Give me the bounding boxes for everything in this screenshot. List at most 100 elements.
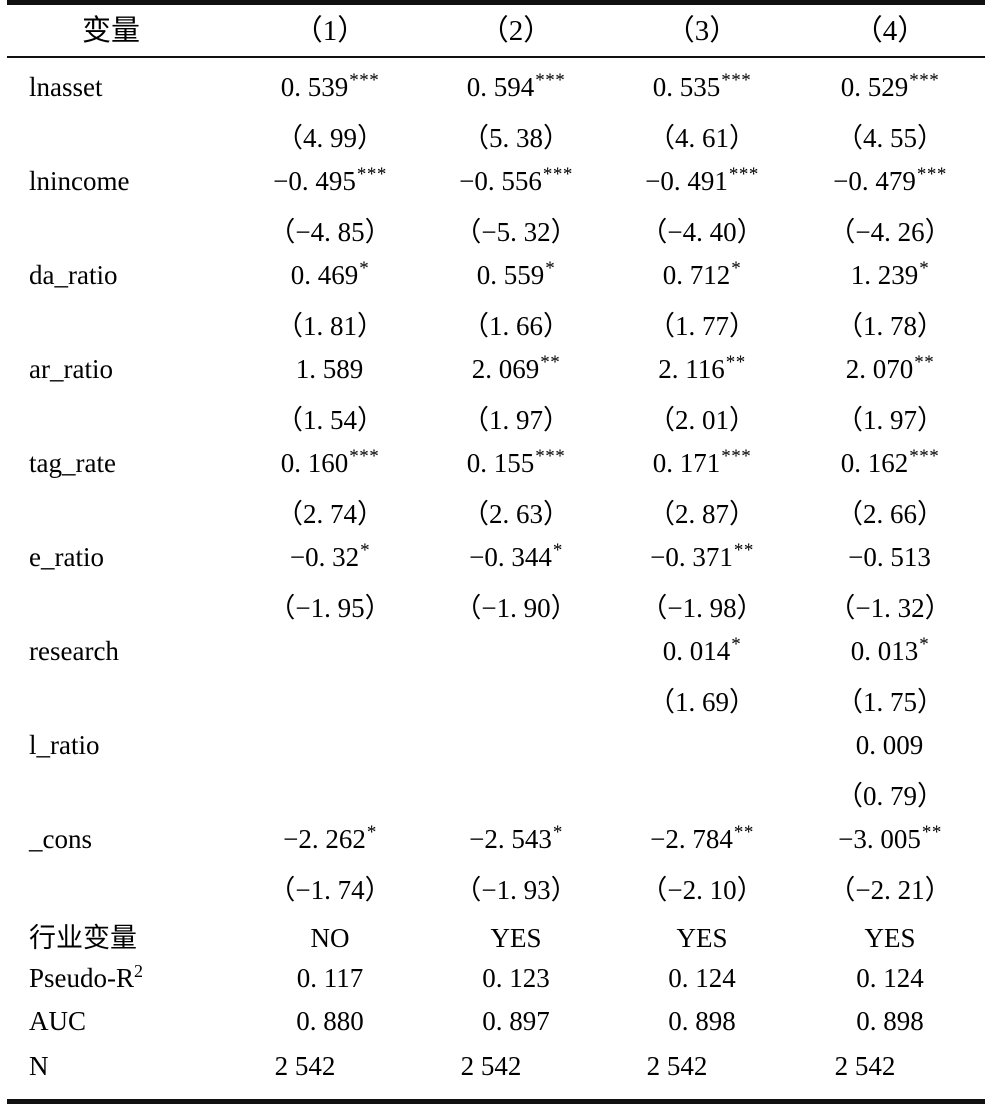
cell-l-ratio-se-c4: （0. 79） — [836, 781, 944, 811]
cell-cons-se-c2: （−1. 93） — [454, 875, 578, 905]
cell-ar-ratio-c1: 1. 589 — [295, 354, 364, 384]
row-label-spacer — [7, 210, 237, 258]
cell-da-ratio-c3: 0. 712* — [662, 258, 742, 290]
table-row-se: （−4. 85） （−5. 32） （−4. 40） （−4. 26） — [7, 210, 985, 258]
table-row: lnincome −0. 495*** −0. 556*** −0. 491**… — [7, 164, 985, 210]
table-row-se: （2. 74） （2. 63） （2. 87） （2. 66） — [7, 492, 985, 540]
header-column-1: （1） — [293, 15, 367, 47]
cell-tag-rate-c3: 0. 171*** — [652, 446, 752, 478]
header-column-4: （4） — [853, 15, 927, 47]
cell-da-ratio-se-c4: （1. 78） — [836, 311, 944, 341]
cell-lnincome-se-c3: （−4. 40） — [640, 217, 764, 247]
cell-cons-c4: −3. 005** — [838, 822, 942, 854]
cell-cons-se-c1: （−1. 74） — [268, 875, 392, 905]
cell-lnincome-se-c1: （−4. 85） — [268, 217, 392, 247]
cell-ar-ratio-c4: 2. 070** — [845, 352, 935, 384]
cell-lnasset-se-c2: （5. 38） — [462, 123, 570, 153]
row-label-spacer — [7, 398, 237, 446]
cell-tag-rate-c2: 0. 155*** — [466, 446, 566, 478]
table-row: e_ratio −0. 32* −0. 344* −0. 371** −0. 5… — [7, 540, 985, 586]
cell-cons-se-c4: （−2. 21） — [828, 875, 952, 905]
table-row: ar_ratio 1. 589 2. 069** 2. 116** 2. 070… — [7, 352, 985, 398]
pseudo-r2-text: Pseudo-R — [29, 963, 135, 993]
row-label-n: N — [29, 1051, 49, 1081]
cell-n-c1: 2 542 — [274, 1051, 336, 1081]
cell-research-c2 — [423, 634, 609, 680]
cell-auc-c3: 0. 898 — [668, 1006, 736, 1036]
cell-l-ratio-c3 — [609, 728, 795, 774]
cell-e-ratio-c2: −0. 344* — [469, 540, 563, 572]
row-label-lnasset: lnasset — [29, 72, 103, 102]
table-row: research 0. 014* 0. 013* — [7, 634, 985, 680]
cell-cons-se-c3: （−2. 10） — [640, 875, 764, 905]
cell-tag-rate-se-c4: （2. 66） — [836, 499, 944, 529]
table-row-auc: AUC 0. 880 0. 897 0. 898 0. 898 — [7, 1006, 985, 1051]
cell-da-ratio-c2: 0. 559* — [476, 258, 556, 290]
table-row-se: （0. 79） — [7, 774, 985, 822]
cell-e-ratio-c3: −0. 371** — [650, 540, 754, 572]
row-label-spacer — [7, 492, 237, 540]
row-label-ar-ratio: ar_ratio — [29, 354, 113, 384]
cell-lnincome-c1: −0. 495*** — [273, 164, 387, 196]
cell-ar-ratio-se-c3: （2. 01） — [648, 405, 756, 435]
cell-da-ratio-se-c2: （1. 66） — [462, 311, 570, 341]
cell-pseudo-r2-c4: 0. 124 — [856, 963, 924, 993]
table-row: l_ratio 0. 009 — [7, 728, 985, 774]
cell-l-ratio-c2 — [423, 728, 609, 774]
cell-lnasset-c4: 0. 529*** — [840, 70, 940, 102]
cell-auc-c1: 0. 880 — [296, 1006, 364, 1036]
table-row: tag_rate 0. 160*** 0. 155*** 0. 171*** 0… — [7, 446, 985, 492]
cell-n-c2: 2 542 — [460, 1051, 522, 1081]
cell-lnincome-c4: −0. 479*** — [833, 164, 947, 196]
pseudo-r2-superscript: 2 — [134, 961, 144, 981]
cell-e-ratio-se-c1: （−1. 95） — [268, 593, 392, 623]
cell-da-ratio-c1: 0. 469* — [290, 258, 370, 290]
cell-e-ratio-se-c3: （−1. 98） — [640, 593, 764, 623]
table-row-se: （−1. 95） （−1. 90） （−1. 98） （−1. 32） — [7, 586, 985, 634]
cell-l-ratio-c4: 0. 009 — [855, 730, 924, 760]
cell-n-c4: 2 542 — [834, 1051, 896, 1081]
cell-research-se-c1 — [237, 680, 423, 728]
cell-lnincome-c2: −0. 556*** — [459, 164, 573, 196]
row-label-industry: 行业变量 — [29, 923, 137, 954]
row-label-spacer — [7, 774, 237, 822]
table-row: da_ratio 0. 469* 0. 559* 0. 712* 1. 239* — [7, 258, 985, 304]
row-label-l-ratio: l_ratio — [29, 730, 100, 760]
table-row-se: （4. 99） （5. 38） （4. 61） （4. 55） — [7, 116, 985, 164]
cell-e-ratio-se-c4: （−1. 32） — [828, 593, 952, 623]
cell-research-se-c2 — [423, 680, 609, 728]
row-label-research: research — [29, 636, 119, 666]
cell-l-ratio-se-c1 — [237, 774, 423, 822]
cell-lnincome-se-c2: （−5. 32） — [454, 217, 578, 247]
cell-da-ratio-se-c3: （1. 77） — [648, 311, 756, 341]
cell-lnasset-se-c3: （4. 61） — [648, 123, 756, 153]
regression-results-table: 变量 （1） （2） （3） （4） lnasset 0. 539*** 0. … — [7, 0, 985, 1104]
cell-e-ratio-se-c2: （−1. 90） — [454, 593, 578, 623]
row-label-spacer — [7, 304, 237, 352]
cell-e-ratio-c1: −0. 32* — [289, 540, 371, 572]
cell-research-c3: 0. 014* — [662, 634, 742, 666]
cell-ar-ratio-se-c1: （1. 54） — [276, 405, 384, 435]
row-label-spacer — [7, 868, 237, 916]
cell-lnasset-c2: 0. 594*** — [466, 70, 566, 102]
row-label-tag-rate: tag_rate — [29, 448, 116, 478]
regression-table-container: 变量 （1） （2） （3） （4） lnasset 0. 539*** 0. … — [7, 2, 985, 1102]
table-row: _cons −2. 262* −2. 543* −2. 784** −3. 00… — [7, 822, 985, 868]
cell-cons-c2: −2. 543* — [469, 822, 563, 854]
row-label-e-ratio: e_ratio — [29, 542, 104, 572]
cell-auc-c2: 0. 897 — [482, 1006, 550, 1036]
header-column-3: （3） — [665, 15, 739, 47]
row-label-pseudo-r2: Pseudo-R2 — [7, 961, 237, 1006]
cell-research-se-c4: （1. 75） — [836, 687, 944, 717]
header-column-2: （2） — [479, 15, 553, 47]
cell-lnasset-c1: 0. 539*** — [280, 70, 380, 102]
row-label-auc: AUC — [29, 1006, 87, 1036]
row-label-spacer — [7, 586, 237, 634]
row-label-lnincome: lnincome — [29, 166, 130, 196]
cell-lnincome-c3: −0. 491*** — [645, 164, 759, 196]
cell-cons-c1: −2. 262* — [283, 822, 377, 854]
table-header-row: 变量 （1） （2） （3） （4） — [7, 2, 985, 57]
cell-tag-rate-se-c3: （2. 87） — [648, 499, 756, 529]
table-row-n: N 2 542 2 542 2 542 2 542 — [7, 1051, 985, 1102]
cell-lnincome-se-c4: （−4. 26） — [828, 217, 952, 247]
